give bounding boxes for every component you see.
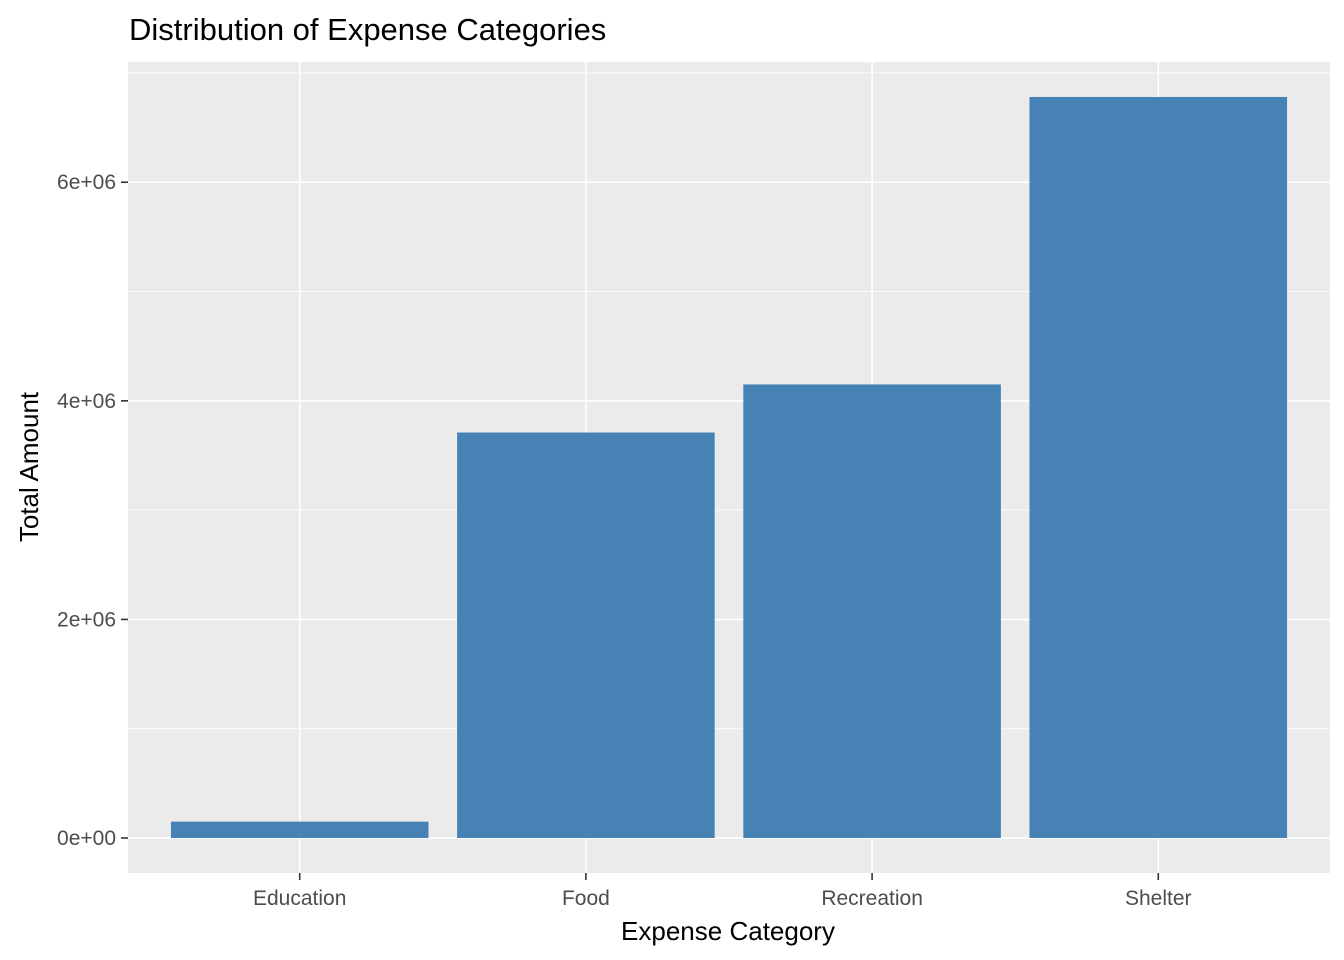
y-axis: 0e+00 2e+06 4e+06 6e+06 xyxy=(57,171,128,850)
x-tick-label: Food xyxy=(562,887,610,910)
x-axis: Education Food Recreation Shelter xyxy=(253,873,1192,910)
x-tick-label: Shelter xyxy=(1125,887,1192,910)
chart-title: Distribution of Expense Categories xyxy=(129,12,606,47)
bar-recreation xyxy=(743,384,1001,839)
x-tick-label: Recreation xyxy=(821,887,923,910)
bars xyxy=(170,96,1288,839)
y-axis-title: Total Amount xyxy=(14,391,44,542)
x-axis-title: Expense Category xyxy=(621,916,835,946)
y-tick-label: 2e+06 xyxy=(57,608,116,631)
bar-food xyxy=(457,432,715,839)
bar-shelter xyxy=(1029,96,1288,839)
bar-education xyxy=(170,821,429,839)
y-tick-label: 4e+06 xyxy=(57,390,116,413)
y-tick-label: 6e+06 xyxy=(57,171,116,194)
x-tick-label: Education xyxy=(253,887,346,910)
y-tick-label: 0e+00 xyxy=(57,827,116,850)
